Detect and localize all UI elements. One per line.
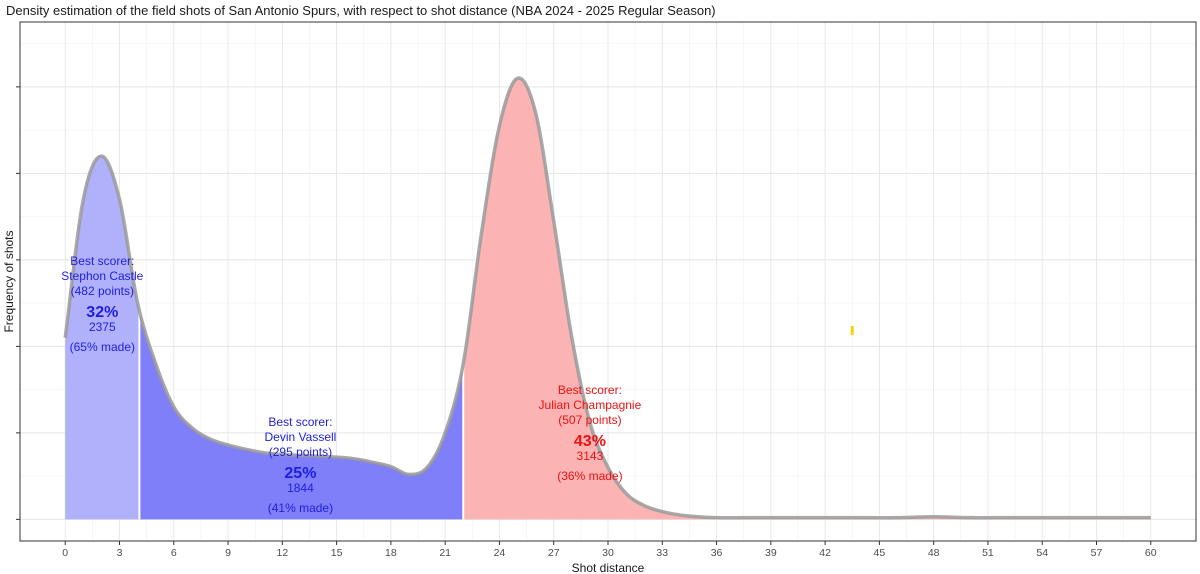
- x-tick-label: 9: [225, 547, 231, 559]
- annotation-shots: 1844: [287, 481, 314, 495]
- x-tick-label: 6: [171, 547, 177, 559]
- region-dividers: [138, 311, 465, 520]
- x-tick-label: 30: [602, 547, 614, 559]
- chart-title: Density estimation of the field shots of…: [6, 3, 716, 18]
- density-region-2: [139, 311, 464, 520]
- annotations: Best scorer:Stephon Castle(482 points)32…: [61, 254, 641, 515]
- x-tick-label: 18: [385, 547, 397, 559]
- density-regions: [65, 78, 1151, 520]
- annotation-made: (65% made): [70, 340, 135, 354]
- x-tick-label: 60: [1145, 547, 1157, 559]
- x-tick-label: 15: [331, 547, 343, 559]
- x-axis-ticks: 0 3 6 9 12 15 18 21 24 27 30 33 36 39 42 45 48 51 54 57 60: [62, 541, 1157, 559]
- density-region-3: [463, 78, 1151, 520]
- annotation-pct: 25%: [284, 465, 316, 482]
- annotation-shots: 2375: [89, 320, 116, 334]
- x-tick-label: 21: [439, 547, 451, 559]
- x-tick-label: 3: [117, 547, 123, 559]
- annotation-best-scorer-label: Best scorer:: [70, 254, 134, 268]
- x-tick-label: 24: [494, 547, 506, 559]
- x-axis-title: Shot distance: [572, 561, 645, 574]
- annotation-points: (507 points): [558, 413, 621, 427]
- annotation-made: (41% made): [268, 501, 333, 515]
- density-curve-outline: [63, 76, 1151, 520]
- marker-point: [850, 326, 854, 335]
- annotation-best-scorer: Devin Vassell: [265, 430, 337, 444]
- density-region-1: [65, 156, 140, 520]
- annotation-made: (36% made): [557, 469, 622, 483]
- x-tick-label: 36: [711, 547, 723, 559]
- x-tick-label: 33: [656, 547, 668, 559]
- annotation-points: (482 points): [71, 284, 134, 298]
- x-tick-label: 48: [928, 547, 940, 559]
- x-tick-label: 54: [1036, 547, 1048, 559]
- annotation-shots: 3143: [577, 449, 604, 463]
- annotation-best-scorer: Stephon Castle: [61, 269, 143, 283]
- annotation-pct: 32%: [86, 304, 118, 321]
- annotation-pct: 43%: [574, 433, 606, 450]
- annotation-best-scorer-label: Best scorer:: [268, 415, 332, 429]
- y-axis-title: Frequency of shots: [2, 230, 16, 332]
- x-tick-label: 57: [1091, 547, 1103, 559]
- x-tick-label: 0: [62, 547, 68, 559]
- annotation-points: (295 points): [269, 445, 332, 459]
- x-tick-label: 45: [874, 547, 886, 559]
- annotation-best-scorer: Julian Champagnie: [539, 398, 642, 412]
- x-tick-label: 12: [276, 547, 288, 559]
- annotation-best-scorer-label: Best scorer:: [558, 383, 622, 397]
- y-axis-ticks: [16, 86, 20, 520]
- x-tick-label: 51: [982, 547, 994, 559]
- x-tick-label: 27: [548, 547, 560, 559]
- x-tick-label: 42: [819, 547, 831, 559]
- x-tick-label: 39: [765, 547, 777, 559]
